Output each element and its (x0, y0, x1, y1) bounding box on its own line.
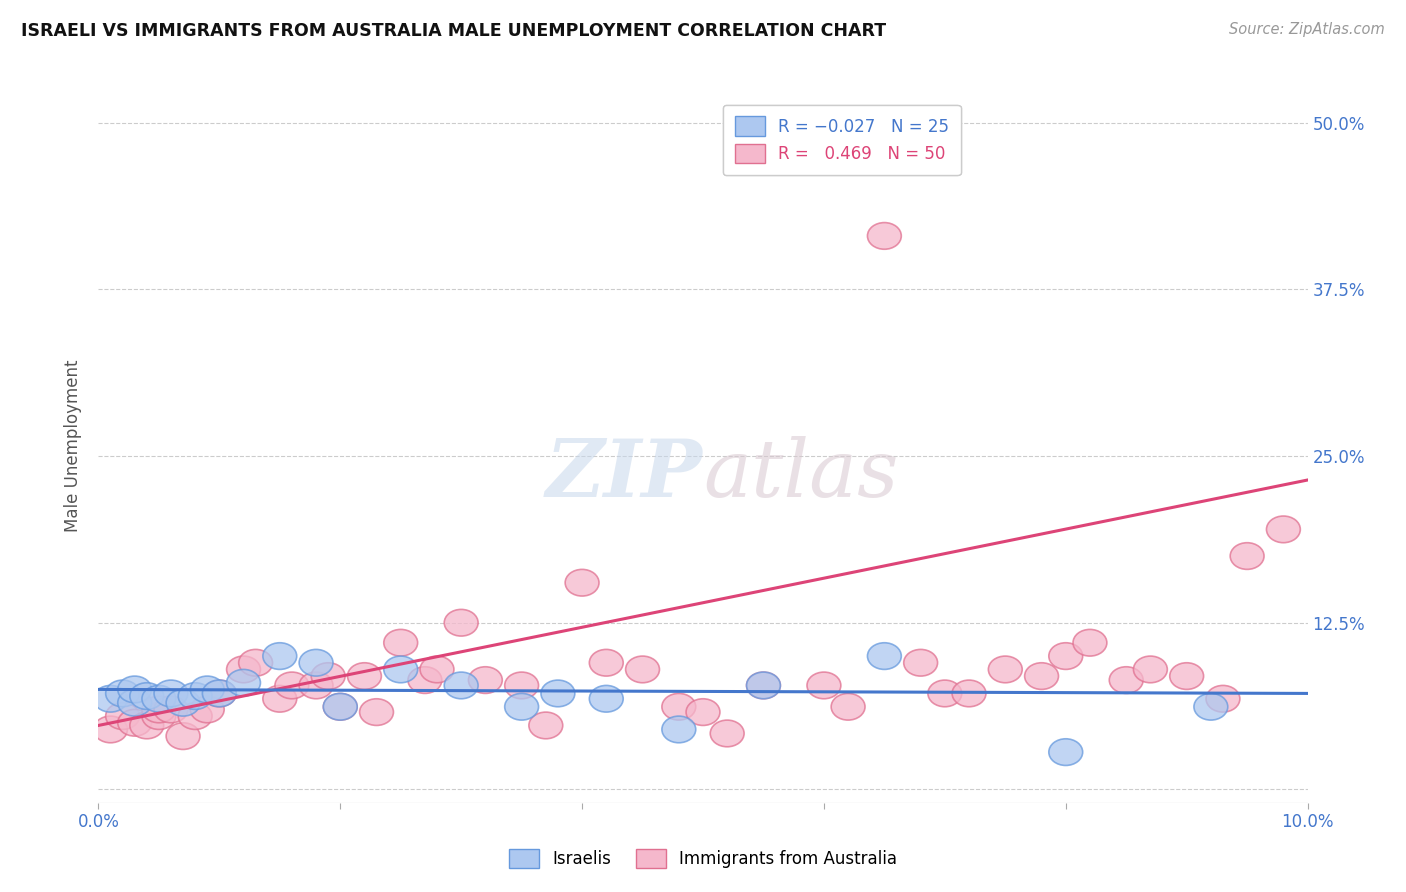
Ellipse shape (202, 680, 236, 706)
Ellipse shape (444, 609, 478, 636)
Ellipse shape (541, 680, 575, 706)
Legend: R = −0.027   N = 25, R =   0.469   N = 50: R = −0.027 N = 25, R = 0.469 N = 50 (723, 104, 960, 175)
Ellipse shape (323, 693, 357, 720)
Ellipse shape (505, 672, 538, 698)
Ellipse shape (868, 643, 901, 669)
Ellipse shape (662, 693, 696, 720)
Ellipse shape (311, 663, 344, 690)
Ellipse shape (928, 680, 962, 706)
Ellipse shape (142, 696, 176, 723)
Ellipse shape (299, 649, 333, 676)
Ellipse shape (384, 657, 418, 682)
Ellipse shape (263, 643, 297, 669)
Ellipse shape (226, 657, 260, 682)
Ellipse shape (1133, 657, 1167, 682)
Ellipse shape (831, 693, 865, 720)
Ellipse shape (190, 696, 224, 723)
Ellipse shape (1073, 630, 1107, 657)
Y-axis label: Male Unemployment: Male Unemployment (65, 359, 83, 533)
Ellipse shape (129, 712, 163, 739)
Ellipse shape (1194, 693, 1227, 720)
Ellipse shape (94, 685, 128, 712)
Ellipse shape (155, 680, 188, 706)
Ellipse shape (589, 649, 623, 676)
Ellipse shape (1049, 739, 1083, 765)
Ellipse shape (807, 672, 841, 698)
Ellipse shape (105, 680, 139, 706)
Ellipse shape (179, 682, 212, 709)
Ellipse shape (347, 663, 381, 690)
Text: ISRAELI VS IMMIGRANTS FROM AUSTRALIA MALE UNEMPLOYMENT CORRELATION CHART: ISRAELI VS IMMIGRANTS FROM AUSTRALIA MAL… (21, 22, 886, 40)
Ellipse shape (118, 709, 152, 736)
Ellipse shape (202, 680, 236, 706)
Ellipse shape (142, 703, 176, 730)
Text: Source: ZipAtlas.com: Source: ZipAtlas.com (1229, 22, 1385, 37)
Ellipse shape (129, 682, 163, 709)
Ellipse shape (179, 703, 212, 730)
Ellipse shape (105, 703, 139, 730)
Text: atlas: atlas (703, 436, 898, 513)
Ellipse shape (1049, 643, 1083, 669)
Ellipse shape (226, 669, 260, 696)
Ellipse shape (1025, 663, 1059, 690)
Ellipse shape (468, 666, 502, 693)
Ellipse shape (904, 649, 938, 676)
Ellipse shape (868, 223, 901, 249)
Ellipse shape (142, 685, 176, 712)
Ellipse shape (263, 685, 297, 712)
Ellipse shape (529, 712, 562, 739)
Ellipse shape (420, 657, 454, 682)
Text: ZIP: ZIP (546, 436, 703, 513)
Ellipse shape (747, 672, 780, 698)
Ellipse shape (444, 672, 478, 698)
Ellipse shape (565, 569, 599, 596)
Ellipse shape (662, 716, 696, 743)
Ellipse shape (276, 672, 309, 698)
Ellipse shape (589, 685, 623, 712)
Ellipse shape (360, 698, 394, 725)
Ellipse shape (626, 657, 659, 682)
Ellipse shape (1230, 542, 1264, 569)
Ellipse shape (686, 698, 720, 725)
Ellipse shape (166, 723, 200, 749)
Ellipse shape (94, 716, 128, 743)
Ellipse shape (505, 693, 538, 720)
Legend: Israelis, Immigrants from Australia: Israelis, Immigrants from Australia (502, 842, 904, 875)
Ellipse shape (747, 672, 780, 698)
Ellipse shape (323, 693, 357, 720)
Ellipse shape (299, 672, 333, 698)
Ellipse shape (155, 696, 188, 723)
Ellipse shape (118, 690, 152, 716)
Ellipse shape (166, 690, 200, 716)
Ellipse shape (1206, 685, 1240, 712)
Ellipse shape (118, 676, 152, 703)
Ellipse shape (1267, 516, 1301, 542)
Ellipse shape (239, 649, 273, 676)
Ellipse shape (1170, 663, 1204, 690)
Ellipse shape (952, 680, 986, 706)
Ellipse shape (710, 720, 744, 747)
Ellipse shape (190, 676, 224, 703)
Ellipse shape (408, 666, 441, 693)
Ellipse shape (1109, 666, 1143, 693)
Ellipse shape (384, 630, 418, 657)
Ellipse shape (988, 657, 1022, 682)
